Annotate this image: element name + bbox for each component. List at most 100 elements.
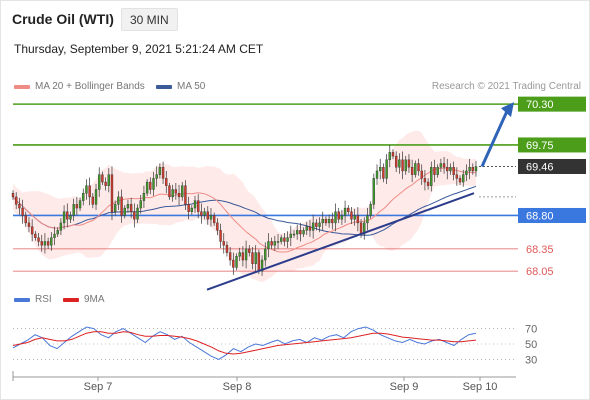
candle-bullish: [193, 200, 197, 209]
rsi-tick-label: 50: [525, 339, 537, 351]
candle-bearish: [417, 163, 420, 172]
candle-bullish: [334, 211, 337, 224]
candle-bearish: [248, 248, 251, 253]
legend-ma20-swatch: [14, 84, 30, 89]
candle-bearish: [410, 167, 414, 175]
candle-bullish: [56, 230, 59, 235]
candle-bullish: [260, 259, 264, 272]
x-tick-label: Sep 10: [463, 381, 498, 393]
candle-bullish: [209, 215, 213, 220]
candle-bearish: [446, 167, 449, 172]
ma20-line: [12, 167, 477, 253]
candle-bullish: [158, 167, 162, 175]
candle-bearish: [177, 193, 181, 198]
candle-bearish: [101, 174, 104, 183]
candle-bullish: [123, 207, 126, 216]
candle-bearish: [337, 211, 340, 220]
candle-bullish: [113, 204, 117, 212]
candle-bearish: [120, 196, 123, 216]
candle-bearish: [216, 222, 219, 231]
candle-bearish: [37, 237, 40, 242]
projection-arrow-shaft: [480, 110, 509, 168]
candle-bearish: [331, 218, 334, 224]
candle-bullish: [78, 200, 82, 209]
candle-bullish: [302, 230, 305, 235]
candle-bearish: [423, 178, 427, 183]
candle-bullish: [343, 207, 347, 216]
candle-bullish: [366, 215, 369, 224]
candle-bullish: [82, 193, 85, 201]
legend-ma50-swatch: [156, 84, 172, 89]
bollinger-band: [13, 130, 476, 282]
level-badge-69-46: [518, 158, 586, 174]
x-tick-label: Sep 8: [223, 381, 252, 393]
candle-bullish: [69, 215, 72, 220]
legend-9ma-label: 9MA: [84, 294, 105, 305]
candle-bullish: [414, 163, 417, 175]
candle-bearish: [347, 207, 350, 212]
candle-bearish: [222, 241, 225, 246]
candle-bullish: [474, 166, 478, 172]
candle-bearish: [270, 241, 273, 246]
candle-bullish: [369, 204, 372, 216]
candle-bullish: [145, 181, 149, 194]
candle-bullish: [85, 185, 88, 194]
candle-bullish: [235, 256, 238, 268]
candle-bullish: [238, 252, 241, 257]
candle-bearish: [129, 204, 133, 212]
rsi-tick-label: 70: [525, 324, 537, 336]
candle-bullish: [462, 174, 465, 183]
candle-bearish: [40, 241, 43, 246]
legend-9ma-swatch: [63, 297, 79, 302]
candle-bearish: [184, 185, 187, 205]
candle-bullish: [379, 167, 382, 172]
candle-bullish: [276, 241, 280, 243]
candle-bullish: [264, 248, 267, 261]
candle-bearish: [110, 174, 114, 212]
candle-bullish: [72, 204, 75, 216]
candle-bearish: [225, 244, 229, 253]
candle-bullish: [305, 226, 308, 231]
candle-bullish: [439, 163, 443, 168]
level-label-68-35: 68.35: [526, 244, 554, 256]
candle-bearish: [356, 215, 360, 224]
timeframe-button[interactable]: 30 MIN: [121, 8, 178, 31]
candle-bearish: [471, 167, 474, 172]
candle-bearish: [66, 211, 69, 220]
candle-bearish: [283, 237, 286, 242]
candle-bullish: [295, 230, 299, 235]
candle-bullish: [340, 215, 344, 220]
candle-bullish: [62, 211, 66, 224]
candle-bullish: [53, 233, 56, 238]
candle-bullish: [203, 211, 206, 216]
candle-bullish: [289, 233, 292, 238]
candle-bearish: [426, 181, 430, 186]
candle-bearish: [350, 211, 353, 220]
candle-bullish: [318, 222, 321, 227]
candle-bullish: [388, 152, 391, 161]
candle-bearish: [219, 230, 222, 242]
rsi-line: [12, 326, 477, 360]
candle-bullish: [430, 167, 433, 186]
candle-bullish: [152, 178, 155, 190]
rsi-tick-label: 30: [525, 354, 537, 366]
candle-bearish: [15, 196, 18, 205]
candle-bearish: [18, 204, 21, 209]
candle-bullish: [181, 185, 184, 198]
candle-bearish: [174, 189, 178, 194]
candle-bullish: [449, 167, 452, 172]
candle-bearish: [11, 193, 15, 198]
level-label-69-46: 69.46: [526, 161, 554, 173]
level-badge-69-75: [518, 137, 586, 153]
candle-bullish: [43, 241, 47, 246]
level-label-68-05: 68.05: [526, 266, 554, 278]
x-tick-label: Sep 9: [390, 381, 419, 393]
legend-rsi-swatch: [14, 297, 30, 302]
candle-bullish: [292, 233, 296, 236]
candle-bullish: [398, 159, 401, 168]
candle-bullish: [273, 241, 277, 246]
candle-bearish: [168, 185, 171, 198]
candle-bullish: [385, 159, 388, 179]
candle-bearish: [442, 163, 446, 168]
timestamp: Thursday, September 9, 2021 5:21:24 AM C…: [14, 42, 264, 56]
